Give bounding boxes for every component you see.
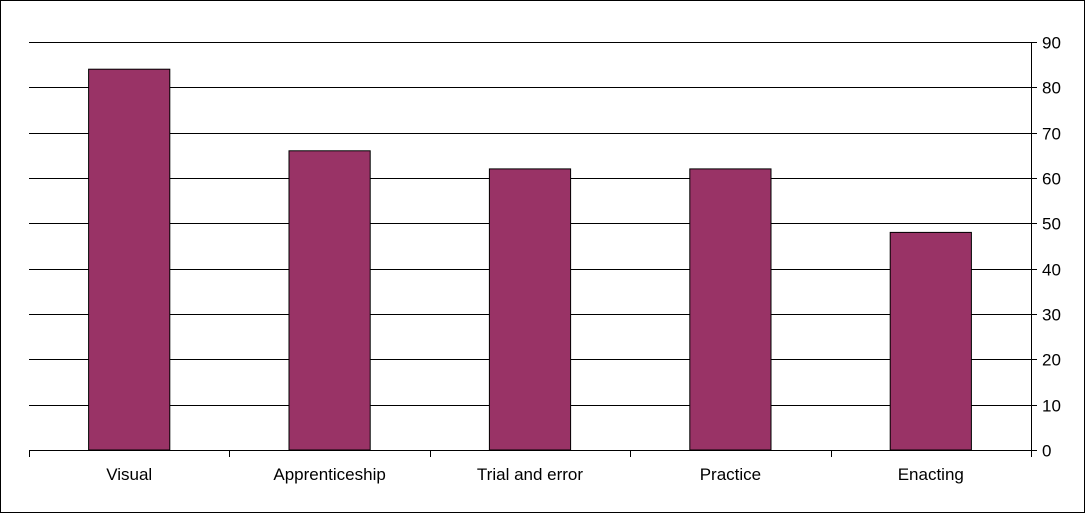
y-tick-label: 50 bbox=[1042, 215, 1061, 234]
y-tick-label: 60 bbox=[1042, 170, 1061, 189]
bars bbox=[88, 68, 972, 451]
bar bbox=[88, 68, 171, 451]
bar bbox=[689, 168, 772, 451]
y-tick-label: 0 bbox=[1042, 442, 1051, 461]
bar bbox=[488, 168, 572, 451]
x-category-label: Practice bbox=[700, 465, 761, 484]
y-tick-label: 20 bbox=[1042, 351, 1061, 370]
bar bbox=[889, 231, 972, 451]
labels: 0 10 20 30 40 50 60 70 80 90 Visual Apprenticeship T… bbox=[106, 34, 1061, 485]
y-tick-label: 70 bbox=[1042, 125, 1061, 144]
y-tick-label: 80 bbox=[1042, 79, 1061, 98]
axes bbox=[29, 42, 1037, 457]
x-category-label: Trial and error bbox=[477, 465, 583, 484]
y-tick-label: 40 bbox=[1042, 261, 1061, 280]
y-tick-label: 30 bbox=[1042, 306, 1061, 325]
x-category-label: Apprenticeship bbox=[273, 465, 385, 484]
bar bbox=[288, 150, 371, 451]
y-tick-label: 10 bbox=[1042, 397, 1061, 416]
y-tick-label: 90 bbox=[1042, 34, 1061, 53]
x-category-label: Visual bbox=[106, 465, 152, 484]
x-category-label: Enacting bbox=[898, 465, 964, 484]
